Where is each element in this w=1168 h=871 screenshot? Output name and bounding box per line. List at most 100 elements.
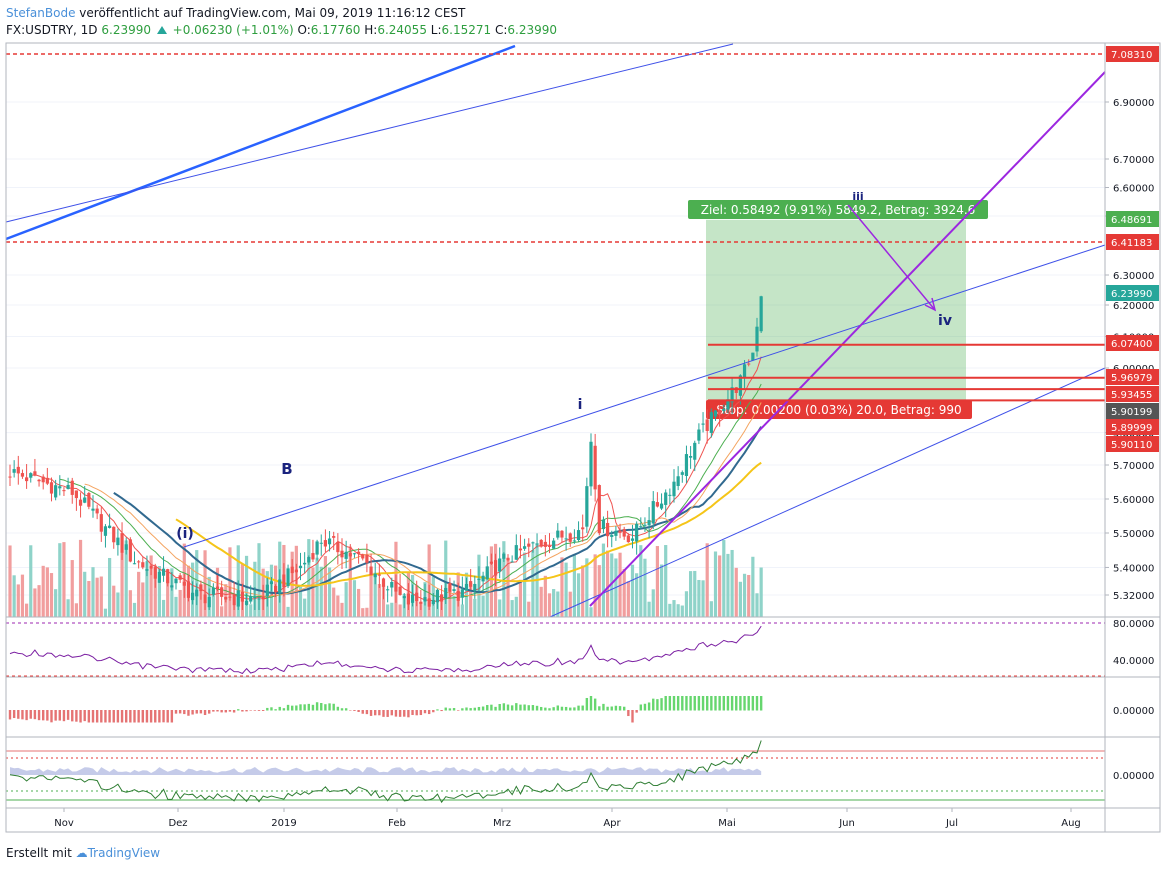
candle-body xyxy=(91,508,95,511)
volume-bar xyxy=(228,547,232,617)
time-label-apr[interactable]: Apr xyxy=(603,818,621,829)
channel-mid-line[interactable] xyxy=(183,244,1106,548)
candle-body xyxy=(290,566,294,574)
time-axis[interactable]: Nov Dez 2019 Feb Mrz Apr Mai Jun Jul Aug xyxy=(54,808,1081,829)
osc-bar xyxy=(710,696,713,711)
drawing-lines[interactable] xyxy=(5,43,1106,618)
volume-bar xyxy=(639,545,643,617)
last-price: 6.23990 xyxy=(101,23,151,37)
candle-body xyxy=(332,536,336,538)
osc-bar xyxy=(469,708,472,711)
osc-bar xyxy=(199,710,203,714)
osc-bar xyxy=(374,710,377,716)
candle-body xyxy=(493,560,498,576)
osc-bar xyxy=(432,710,435,713)
osc-bar xyxy=(257,710,261,711)
volume-bar xyxy=(643,558,647,617)
volume-bar xyxy=(390,602,394,617)
wave-label: B xyxy=(281,460,292,478)
candle-body xyxy=(684,454,689,476)
high-value: 6.24055 xyxy=(377,23,427,37)
osc-bar xyxy=(332,703,335,711)
volume-bar xyxy=(58,543,62,617)
volume-bar xyxy=(49,573,54,617)
osc-bar xyxy=(195,710,198,714)
candle-body xyxy=(406,593,410,605)
osc-bar xyxy=(261,710,265,711)
candle-body xyxy=(759,296,763,332)
wave-arrow[interactable] xyxy=(847,204,936,311)
price-label: 5.90110 xyxy=(1111,440,1152,451)
price-label-bg xyxy=(1106,46,1159,62)
osc-bar xyxy=(382,710,385,717)
volume-bar xyxy=(12,575,16,617)
horizontal-levels[interactable] xyxy=(6,53,1105,402)
osc-bar xyxy=(623,706,626,711)
price-axis[interactable]: 6.900006.700006.600006.500006.300006.200… xyxy=(1105,46,1159,602)
candle-body xyxy=(49,482,54,494)
volume-bar xyxy=(759,567,763,617)
candle-body xyxy=(16,466,20,474)
time-label-nov[interactable]: Nov xyxy=(54,818,74,829)
target-zone[interactable] xyxy=(706,219,966,400)
volume-bar xyxy=(473,598,477,617)
target-box[interactable]: Ziel: 0.58492 (9.91%) 5849.2, Betrag: 39… xyxy=(688,200,988,419)
osc-bar xyxy=(490,704,493,711)
candle-body xyxy=(410,594,415,603)
trendline-thick[interactable] xyxy=(5,44,516,241)
candle-body xyxy=(95,508,99,514)
candle-body xyxy=(103,526,108,536)
purple-trendline[interactable] xyxy=(589,71,1106,607)
osc-bar xyxy=(672,696,676,711)
candle-body xyxy=(37,479,41,482)
time-label-mai[interactable]: Mai xyxy=(718,818,736,829)
channel-upper-line[interactable] xyxy=(5,43,734,223)
volume-bar xyxy=(78,539,83,617)
time-label-aug[interactable]: Aug xyxy=(1061,818,1081,829)
outer-frame xyxy=(5,42,1161,833)
volume-bar xyxy=(178,589,182,617)
price-label-bg xyxy=(1106,403,1159,419)
candle-body xyxy=(78,499,83,506)
volume-bar xyxy=(543,575,547,617)
time-label-mrz[interactable]: Mrz xyxy=(493,818,511,829)
osc-bar xyxy=(652,698,655,711)
osc-bar xyxy=(125,710,128,723)
volume-bar xyxy=(464,572,469,617)
time-label-jul[interactable]: Jul xyxy=(945,818,958,829)
candle-body xyxy=(307,557,311,563)
volume-bar xyxy=(116,592,120,617)
ma-25-line xyxy=(113,426,763,595)
candle-body xyxy=(539,539,543,547)
osc-bar xyxy=(42,710,45,721)
candle-body xyxy=(713,410,718,417)
author-name[interactable]: StefanBode xyxy=(6,6,76,20)
volume-bar xyxy=(601,543,606,617)
candle-body xyxy=(261,596,265,600)
volume-bar xyxy=(730,549,734,617)
channel-lower-line[interactable] xyxy=(549,367,1106,618)
time-label-dez[interactable]: Dez xyxy=(168,818,187,829)
volume-bar xyxy=(510,600,514,617)
time-label-feb[interactable]: Feb xyxy=(388,818,406,829)
candle-body xyxy=(348,553,352,557)
volume-bar xyxy=(539,586,543,617)
time-label-jun[interactable]: Jun xyxy=(838,818,855,829)
candle-body xyxy=(319,542,323,544)
candle-body xyxy=(709,412,713,433)
candle-body xyxy=(581,527,585,530)
tradingview-link[interactable]: TradingView xyxy=(87,846,161,860)
price-label-bg xyxy=(1106,419,1159,435)
candle-body xyxy=(697,429,701,441)
candle-body xyxy=(547,545,552,547)
osc-bar xyxy=(461,708,464,711)
candle-body xyxy=(431,599,435,605)
volume-bar xyxy=(377,584,381,617)
candle-body xyxy=(207,597,211,608)
candle-body xyxy=(352,553,357,555)
candle-body xyxy=(751,352,755,361)
close-value: 6.23990 xyxy=(507,23,558,37)
candle-body xyxy=(568,533,572,542)
time-label-2019[interactable]: 2019 xyxy=(271,818,296,829)
